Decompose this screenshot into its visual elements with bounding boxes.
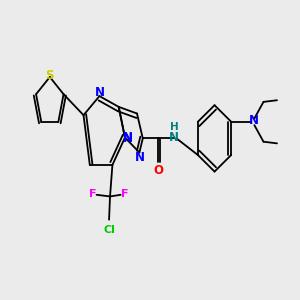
Text: N: N [123,132,133,145]
Text: N: N [123,131,133,144]
Text: S: S [45,69,54,82]
Text: N: N [94,86,104,99]
Text: N: N [248,114,258,127]
Text: F: F [89,189,96,199]
Text: N: N [135,151,146,164]
Text: O: O [154,164,164,177]
Text: N: N [169,131,179,144]
Text: Cl: Cl [103,225,115,235]
Text: F: F [121,189,128,199]
Text: H: H [170,122,178,132]
